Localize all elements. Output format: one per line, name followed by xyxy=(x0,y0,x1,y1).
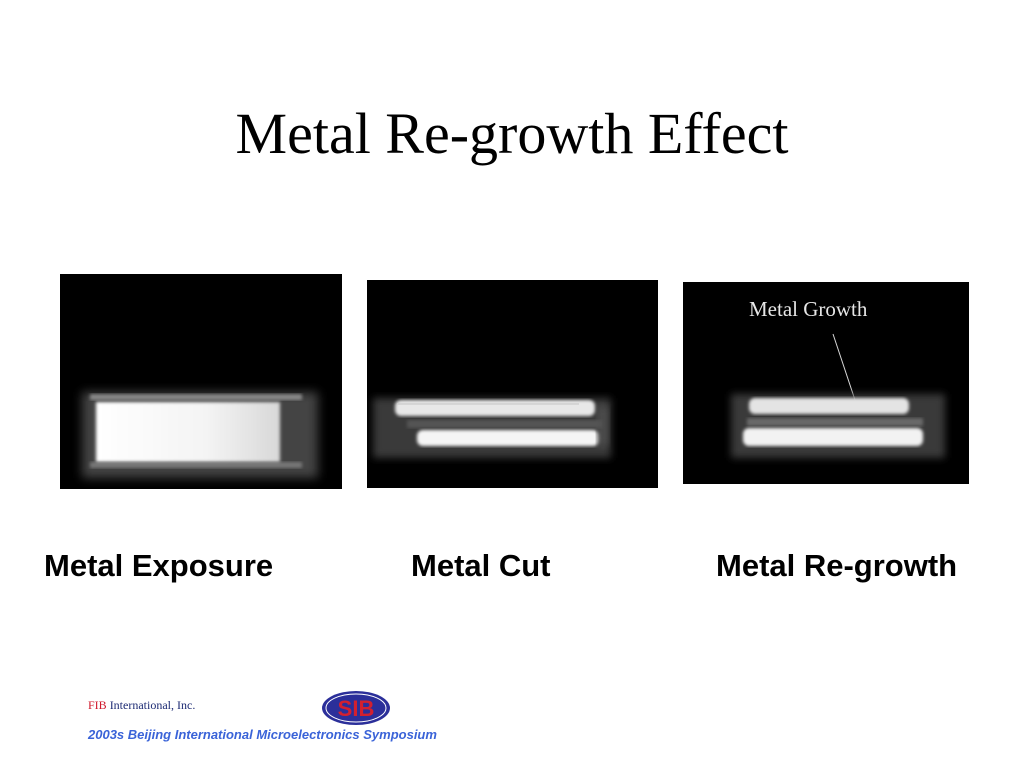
metal-exposure-image xyxy=(60,274,342,489)
footer-company-name: International, Inc. xyxy=(106,698,196,712)
metal-growth-annotation: Metal Growth xyxy=(749,297,868,321)
metal-regrowth-image: Metal Growth xyxy=(683,282,969,484)
metal-cut-image xyxy=(367,280,658,488)
footer-brand: FIB xyxy=(88,698,107,712)
caption-metal-regrowth: Metal Re-growth xyxy=(716,548,958,583)
caption-metal-exposure: Metal Exposure xyxy=(44,548,274,583)
footer-symposium: 2003s Beijing International Microelectro… xyxy=(88,727,437,742)
caption-metal-cut: Metal Cut xyxy=(411,548,551,583)
symposium-logo: SIB xyxy=(321,690,391,726)
footer-company: FIB International, Inc. xyxy=(88,698,195,713)
logo-text: SIB xyxy=(338,696,375,721)
slide-title: Metal Re-growth Effect xyxy=(235,101,789,166)
